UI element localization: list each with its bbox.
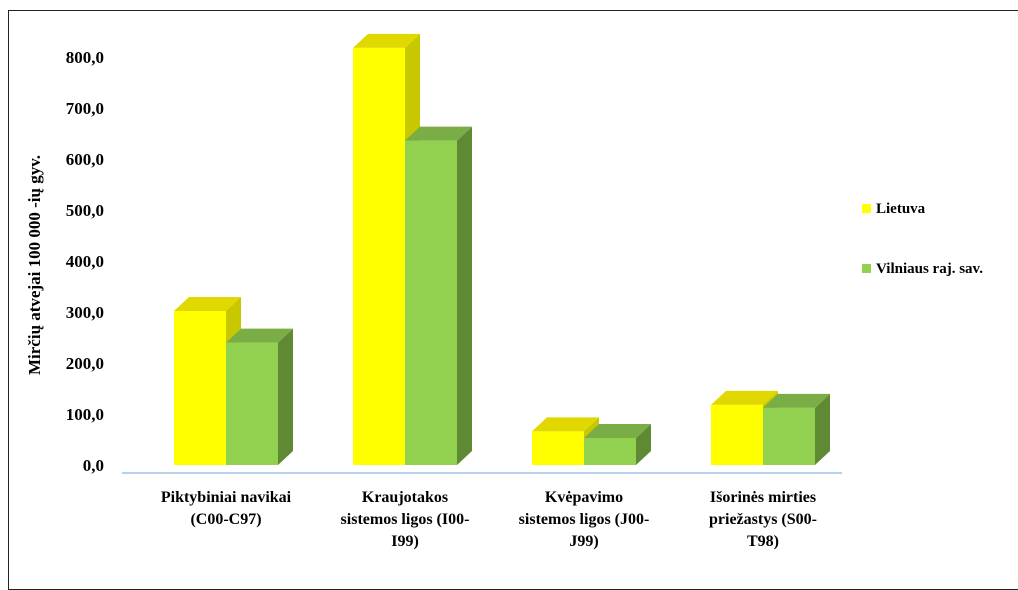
bar-top xyxy=(532,417,599,432)
x-category-label: sistemos ligos (I00- xyxy=(341,511,470,528)
y-tick-label: 400,0 xyxy=(66,252,104,271)
y-tick-label: 200,0 xyxy=(66,354,104,373)
bar-vilniaus-raj-sav--2 xyxy=(584,423,651,465)
y-axis-title: Mirčių atvejai 100 000 -ių gyv. xyxy=(25,155,44,375)
bar-side xyxy=(815,393,830,465)
legend-label: Vilniaus raj. sav. xyxy=(876,261,983,277)
x-category-label: T98) xyxy=(747,533,779,550)
bar-top xyxy=(711,390,778,405)
bar-front xyxy=(405,140,457,465)
bars-group xyxy=(174,33,830,465)
x-category-label: Kvėpavimo xyxy=(545,489,623,506)
bar-top xyxy=(763,393,830,408)
y-tick-label: 600,0 xyxy=(66,150,104,169)
x-category-label: J99) xyxy=(569,533,598,550)
bar-front xyxy=(353,47,405,465)
y-tick-label: 500,0 xyxy=(66,201,104,220)
bar-vilniaus-raj-sav--0 xyxy=(226,328,293,465)
bar-vilniaus-raj-sav--3 xyxy=(763,393,830,465)
bar-front xyxy=(226,342,278,465)
legend-label: Lietuva xyxy=(876,201,926,217)
x-axis-categories: Piktybiniai navikai (C00-C97) Kraujotakos s… xyxy=(161,489,817,550)
legend-swatch xyxy=(862,264,871,273)
bar-front xyxy=(584,437,636,465)
y-tick-label: 800,0 xyxy=(66,48,104,67)
bar-front xyxy=(763,407,815,465)
bar-side xyxy=(457,126,472,465)
bar-front xyxy=(532,431,584,465)
y-tick-label: 100,0 xyxy=(66,405,104,424)
bar-chart: 0,0 100,0 200,0 300,0 400,0 500,0 600,0 700,0 80… xyxy=(25,33,983,550)
bar-top xyxy=(353,33,420,48)
bar-top xyxy=(584,423,651,438)
bar-top xyxy=(405,126,472,141)
legend: Lietuva Vilniaus raj. sav. xyxy=(862,201,983,277)
bar-top xyxy=(174,296,241,311)
y-axis-ticks: 0,0 100,0 200,0 300,0 400,0 500,0 600,0 700,0 80… xyxy=(66,48,104,475)
y-tick-label: 300,0 xyxy=(66,303,104,322)
x-category-label: Kraujotakos xyxy=(362,489,448,506)
bar-side xyxy=(278,328,293,465)
x-category-label: (C00-C97) xyxy=(190,511,261,528)
legend-swatch xyxy=(862,204,871,213)
x-category-label: Piktybiniai navikai xyxy=(161,489,292,506)
legend-item: Lietuva xyxy=(862,201,926,217)
x-category-label: Išorinės mirties xyxy=(710,489,816,506)
bar-front xyxy=(174,310,226,465)
bar-side xyxy=(636,423,651,465)
bar-top xyxy=(226,328,293,343)
y-tick-label: 700,0 xyxy=(66,99,104,118)
y-tick-label: 0,0 xyxy=(83,456,104,475)
x-category-label: sistemos ligos (J00- xyxy=(519,511,650,528)
bar-vilniaus-raj-sav--1 xyxy=(405,126,472,465)
bar-front xyxy=(711,404,763,465)
x-category-label: priežastys (S00- xyxy=(709,511,817,528)
legend-item: Vilniaus raj. sav. xyxy=(862,261,983,277)
x-category-label: I99) xyxy=(391,533,419,550)
